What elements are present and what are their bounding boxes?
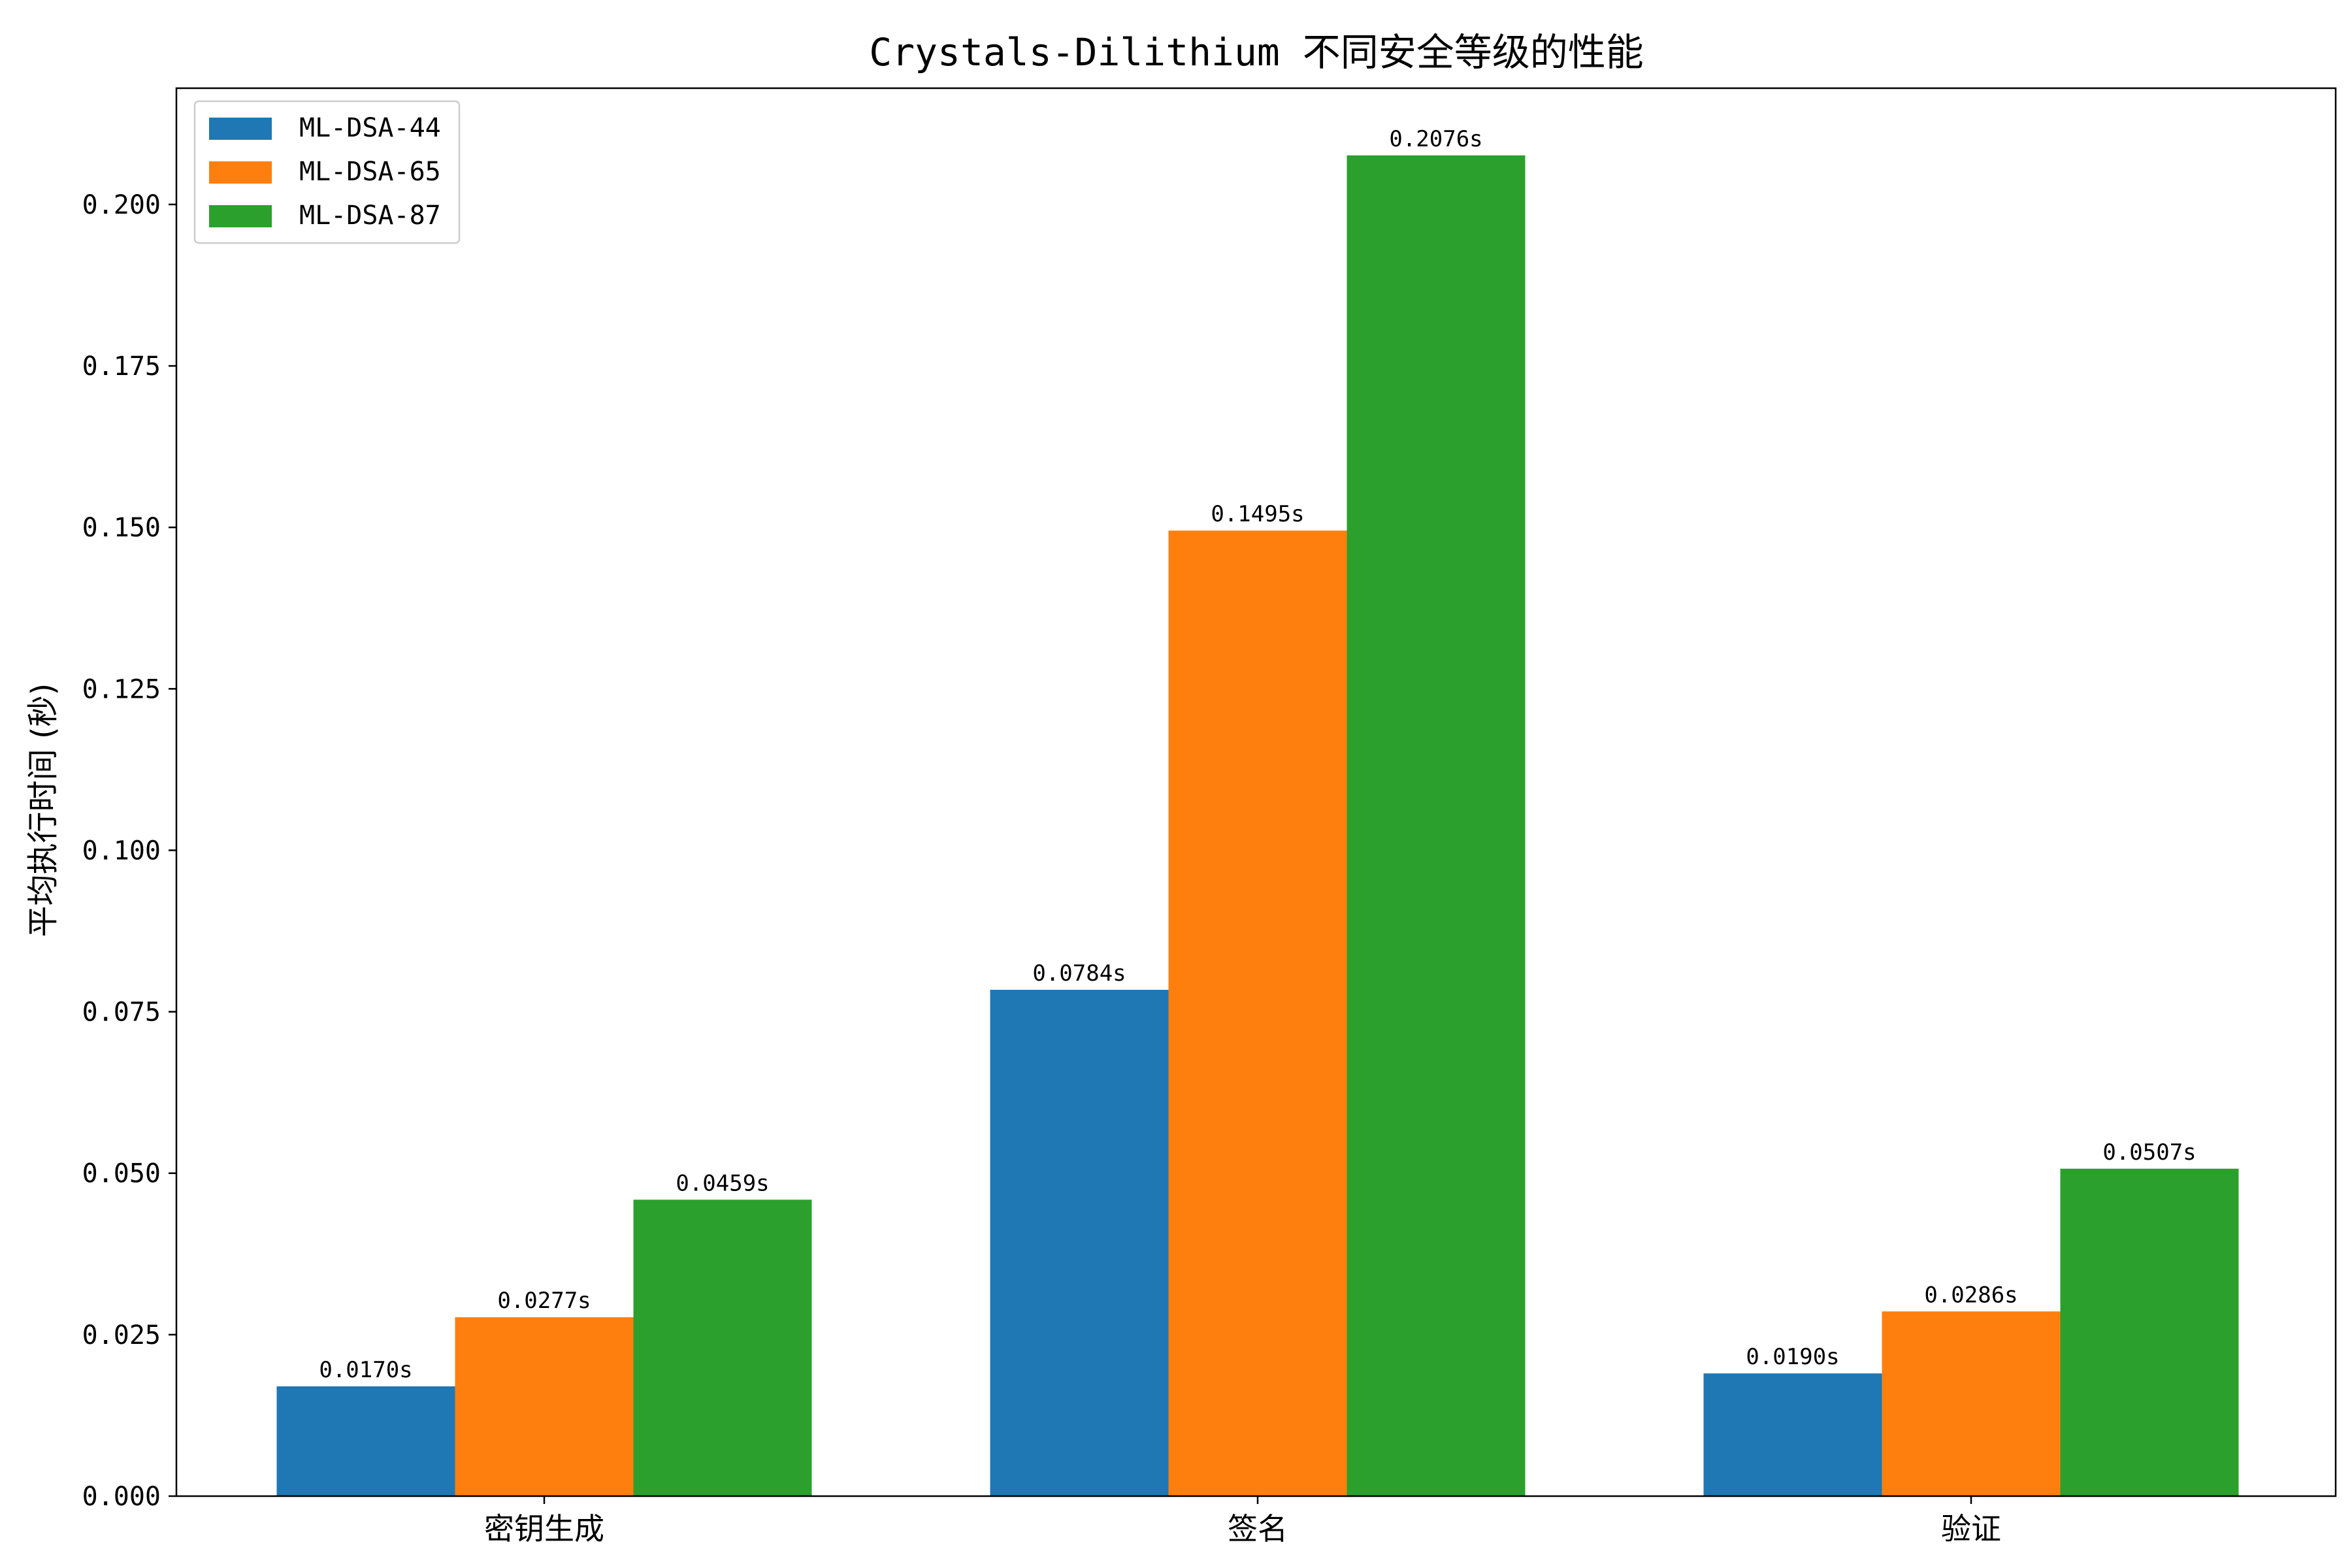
data-labels-layer: 0.0170s 0.0784s 0.0190s 0.0277s 0.1495s 0.028… xyxy=(319,126,2196,1383)
bar-ml-dsa-87-2 xyxy=(2060,1168,2239,1496)
legend-label: ML-DSA-87 xyxy=(299,201,441,231)
x-tick-label: 签名 xyxy=(1228,1511,1288,1546)
y-tick-label: 0.175 xyxy=(82,351,161,382)
y-tick-label: 0.100 xyxy=(82,836,161,866)
axes-layer: 0.000 0.025 0.050 0.075 0.100 0.125 0.150 0.175… xyxy=(82,87,2337,1546)
bar-ml-dsa-44-2 xyxy=(1703,1373,1882,1496)
y-tick-label: 0.150 xyxy=(82,513,161,543)
legend-swatch xyxy=(209,161,272,184)
data-label: 0.2076s xyxy=(1389,126,1482,152)
plot-frame xyxy=(175,87,2337,1497)
bar-ml-dsa-87-0 xyxy=(633,1200,812,1496)
data-label: 0.1495s xyxy=(1211,501,1304,527)
x-tick-label: 密钥生成 xyxy=(484,1511,604,1546)
y-tick-label: 0.200 xyxy=(82,190,161,220)
y-tick-label: 0.075 xyxy=(82,998,161,1028)
bar-ml-dsa-65-2 xyxy=(1882,1311,2061,1496)
bars-layer xyxy=(276,155,2239,1496)
bar-ml-dsa-44-0 xyxy=(276,1386,455,1496)
legend: ML-DSA-44 ML-DSA-65 ML-DSA-87 xyxy=(193,100,461,244)
data-label: 0.0170s xyxy=(319,1357,412,1383)
bar-ml-dsa-65-1 xyxy=(1168,531,1347,1496)
y-tick-label: 0.000 xyxy=(82,1482,161,1512)
data-label: 0.0286s xyxy=(1924,1282,2017,1308)
y-axis-label: 平均执行时间 (秒) xyxy=(25,683,61,938)
legend-label: ML-DSA-65 xyxy=(299,157,441,187)
data-label: 0.0277s xyxy=(497,1288,591,1314)
data-label: 0.0190s xyxy=(1746,1344,1839,1370)
bar-ml-dsa-44-1 xyxy=(990,989,1169,1496)
data-label: 0.0784s xyxy=(1032,960,1126,987)
x-tick-label: 验证 xyxy=(1941,1511,2001,1546)
y-tick-label: 0.025 xyxy=(82,1320,161,1350)
y-tick-label: 0.050 xyxy=(82,1159,161,1189)
data-label: 0.0459s xyxy=(676,1170,769,1196)
y-tick-label: 0.125 xyxy=(82,674,161,704)
legend-swatch xyxy=(209,118,272,140)
chart-title: Crystals-Dilithium 不同安全等级的性能 xyxy=(869,30,1643,74)
bar-ml-dsa-65-0 xyxy=(455,1317,634,1496)
bar-ml-dsa-87-1 xyxy=(1347,155,1526,1496)
legend-swatch xyxy=(209,205,272,227)
data-label: 0.0507s xyxy=(2102,1139,2196,1166)
legend-label: ML-DSA-44 xyxy=(299,113,441,143)
